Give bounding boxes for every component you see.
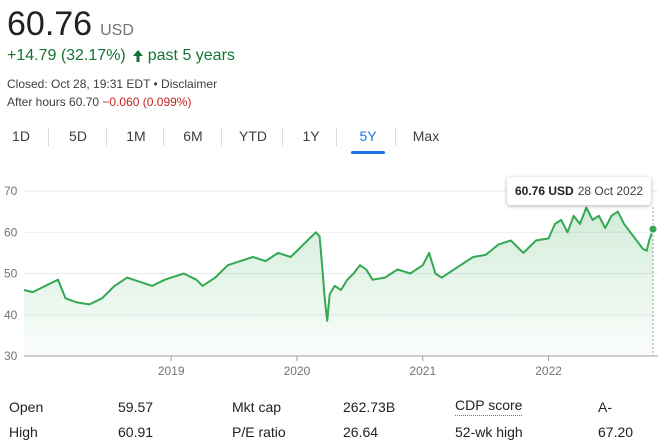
after-hours-change: −0.060 (0.099%) [102,95,192,109]
range-tab-5d[interactable]: 5D [69,128,87,144]
range-tab-6m[interactable]: 6M [183,128,203,144]
y-tick-label: 70 [4,184,18,198]
stats-row: High 60.91 P/E ratio 26.64 52-wk high 67.20 [0,420,664,444]
range-separator [336,128,337,146]
stat-value-p-e-ratio: 26.64 [343,424,379,440]
stat-value-high: 60.91 [118,424,154,440]
stat-value-52-wk-high: 67.20 [598,424,634,440]
y-tick-label: 60 [4,225,18,239]
range-tab-1m[interactable]: 1M [126,128,146,144]
range-separator [221,128,222,146]
arrow-up-icon [132,49,144,63]
stat-label-cdp-score[interactable]: CDP score [455,395,523,416]
price-chart[interactable]: 30 40 50 60 70 2019 2020 2021 2022 [0,175,664,380]
stat-value-cdp-score: A- [598,399,612,415]
current-point-marker [648,224,658,234]
stats-row: Open 59.57 Mkt cap 262.73B CDP score A- [0,395,664,419]
after-hours-label: After hours 60.70 [7,95,100,109]
closed-info[interactable]: Closed: Oct 28, 19:31 EDT • Disclaimer [7,77,218,91]
range-tab-1d[interactable]: 1D [12,128,30,144]
stat-value-mkt-cap: 262.73B [343,399,396,415]
price-area [24,207,653,356]
range-tab-ytd[interactable]: YTD [239,128,267,144]
stat-label-52-wk-high: 52-wk high [455,424,523,440]
range-separator [106,128,107,146]
price-chart-svg[interactable]: 30 40 50 60 70 2019 2020 2021 2022 [0,175,664,380]
price-change: +14.79 (32.17%) past 5 years [7,46,235,66]
tooltip-value: 60.76 USD [515,184,574,198]
change-period: past 5 years [147,47,235,64]
range-tab-5y[interactable]: 5Y [351,120,385,154]
tooltip-date: 28 Oct 2022 [577,184,644,198]
change-amount: +14.79 (32.17%) [7,47,126,64]
stat-label-open: Open [9,399,44,415]
x-tick-label: 2022 [535,364,562,378]
after-hours-info: After hours 60.70 −0.060 (0.099%) [7,94,191,110]
y-tick-label: 50 [4,267,18,281]
stat-value-open: 59.57 [118,399,154,415]
y-tick-label: 40 [4,308,18,322]
x-tick-label: 2019 [158,364,185,378]
price-header: 60.76 USD [7,4,134,44]
range-separator [282,128,283,146]
y-tick-label: 30 [4,349,18,363]
x-tick-label: 2020 [284,364,311,378]
range-separator [163,128,164,146]
stat-label-high: High [9,424,38,440]
range-tab-1y[interactable]: 1Y [302,128,320,144]
current-price: 60.76 [7,5,93,43]
price-currency: USD [100,22,134,39]
price-line [23,206,654,322]
x-tick-label: 2021 [409,364,436,378]
range-separator [395,128,396,146]
chart-tooltip: 60.76 USD 28 Oct 2022 [507,177,652,205]
range-separator [48,128,49,146]
stat-label-mkt-cap: Mkt cap [232,399,282,415]
range-tab-max[interactable]: Max [412,128,440,144]
stat-label-p-e-ratio: P/E ratio [232,424,286,440]
range-tabs: 1D 5D 1M 6M YTD 1Y 5Y Max [0,120,664,156]
